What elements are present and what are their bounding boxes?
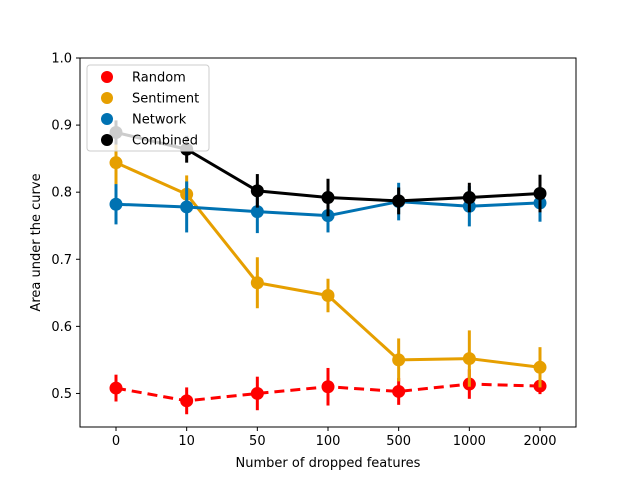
x-axis-label: Number of dropped features xyxy=(236,456,421,471)
combined-point xyxy=(533,187,547,201)
x-tick-label: 0 xyxy=(112,434,120,449)
y-tick-label: 0.5 xyxy=(51,387,72,402)
network-point xyxy=(180,200,194,214)
combined-point xyxy=(392,194,406,208)
legend-marker-sentiment xyxy=(101,92,113,104)
random-point xyxy=(392,384,406,398)
random-point xyxy=(321,380,335,394)
random-point xyxy=(109,381,123,395)
sentiment-point xyxy=(392,353,406,367)
legend-label-sentiment: Sentiment xyxy=(132,92,199,107)
x-tick-label: 2000 xyxy=(523,434,556,449)
legend: Random Sentiment Network Combined xyxy=(86,64,210,152)
chart-marks xyxy=(109,120,547,415)
x-tick-label: 10 xyxy=(178,434,195,449)
y-tick-label: 0.8 xyxy=(51,186,72,201)
y-tick-label: 0.6 xyxy=(51,320,72,335)
axes: 0 10 50 100 500 1000 2000 0.5 0.6 0.7 0.8 0.9 1.0 xyxy=(51,52,556,450)
legend-label-combined: Combined xyxy=(132,134,198,149)
legend-label-random: Random xyxy=(132,71,186,86)
legend-marker-network xyxy=(101,113,113,125)
random-point xyxy=(250,386,264,400)
legend-marker-random xyxy=(101,71,113,83)
sentiment-point xyxy=(462,352,476,366)
sentiment-point xyxy=(533,360,547,374)
combined-point xyxy=(250,184,264,198)
x-tick-label: 1000 xyxy=(453,434,486,449)
network-point xyxy=(109,197,123,211)
x-tick-label: 100 xyxy=(316,434,341,449)
y-tick-label: 1.0 xyxy=(51,52,72,67)
sentiment-point xyxy=(321,289,335,303)
random-point xyxy=(180,394,194,408)
y-tick-label: 0.7 xyxy=(51,253,72,268)
x-tick-label: 50 xyxy=(249,434,266,449)
y-tick-label: 0.9 xyxy=(51,119,72,134)
sentiment-point xyxy=(250,276,264,290)
sentiment-point xyxy=(109,156,123,170)
combined-point xyxy=(321,191,335,205)
combined-point xyxy=(462,191,476,205)
network-point xyxy=(250,205,264,219)
x-tick-label: 500 xyxy=(386,434,411,449)
y-axis-label: Area under the curve xyxy=(29,173,44,311)
legend-box xyxy=(86,64,210,152)
legend-label-network: Network xyxy=(132,113,187,128)
legend-marker-combined xyxy=(101,134,113,146)
